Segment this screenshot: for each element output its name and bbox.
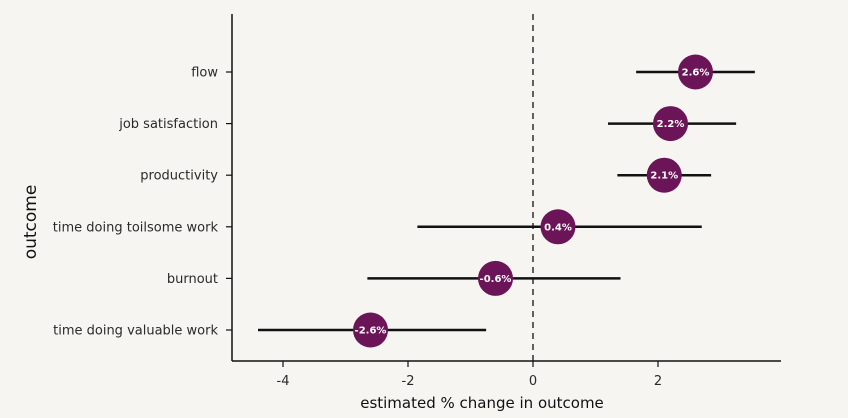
y-tick-label: burnout [167,272,218,287]
x-tick-label: 2 [654,374,662,389]
estimate-point [353,312,388,348]
estimate-label: 2.2% [657,119,685,130]
estimate-label: 2.6% [682,68,710,79]
estimate-point [540,209,576,245]
y-tick-label: flow [191,66,218,81]
x-tick-label: -4 [277,374,290,389]
x-axis-title: estimated % change in outcome [360,394,604,412]
y-tick-label: time doing toilsome work [53,220,219,235]
data-marks: 2.6% 2.2% 2.1% 0.4% -0.6% -2.6% [258,54,755,348]
y-ticks: flow job satisfaction productivity time doi… [53,66,232,339]
y-tick-label: productivity [140,169,218,184]
estimate-point [478,260,513,296]
estimate-point [653,106,688,142]
estimate-label: 2.1% [650,171,678,182]
estimate-label: -2.6% [355,326,387,337]
x-ticks: -4 -2 0 2 [277,361,662,389]
x-tick-label: 0 [529,374,537,389]
y-tick-label: time doing valuable work [53,324,218,339]
estimate-point [646,157,682,193]
y-tick-label: job satisfaction [118,117,218,132]
x-tick-label: -2 [402,374,415,389]
y-axis-title: outcome [21,185,41,260]
estimate-label: 0.4% [544,222,572,233]
estimate-label: -0.6% [480,274,512,285]
estimate-point [678,54,713,90]
